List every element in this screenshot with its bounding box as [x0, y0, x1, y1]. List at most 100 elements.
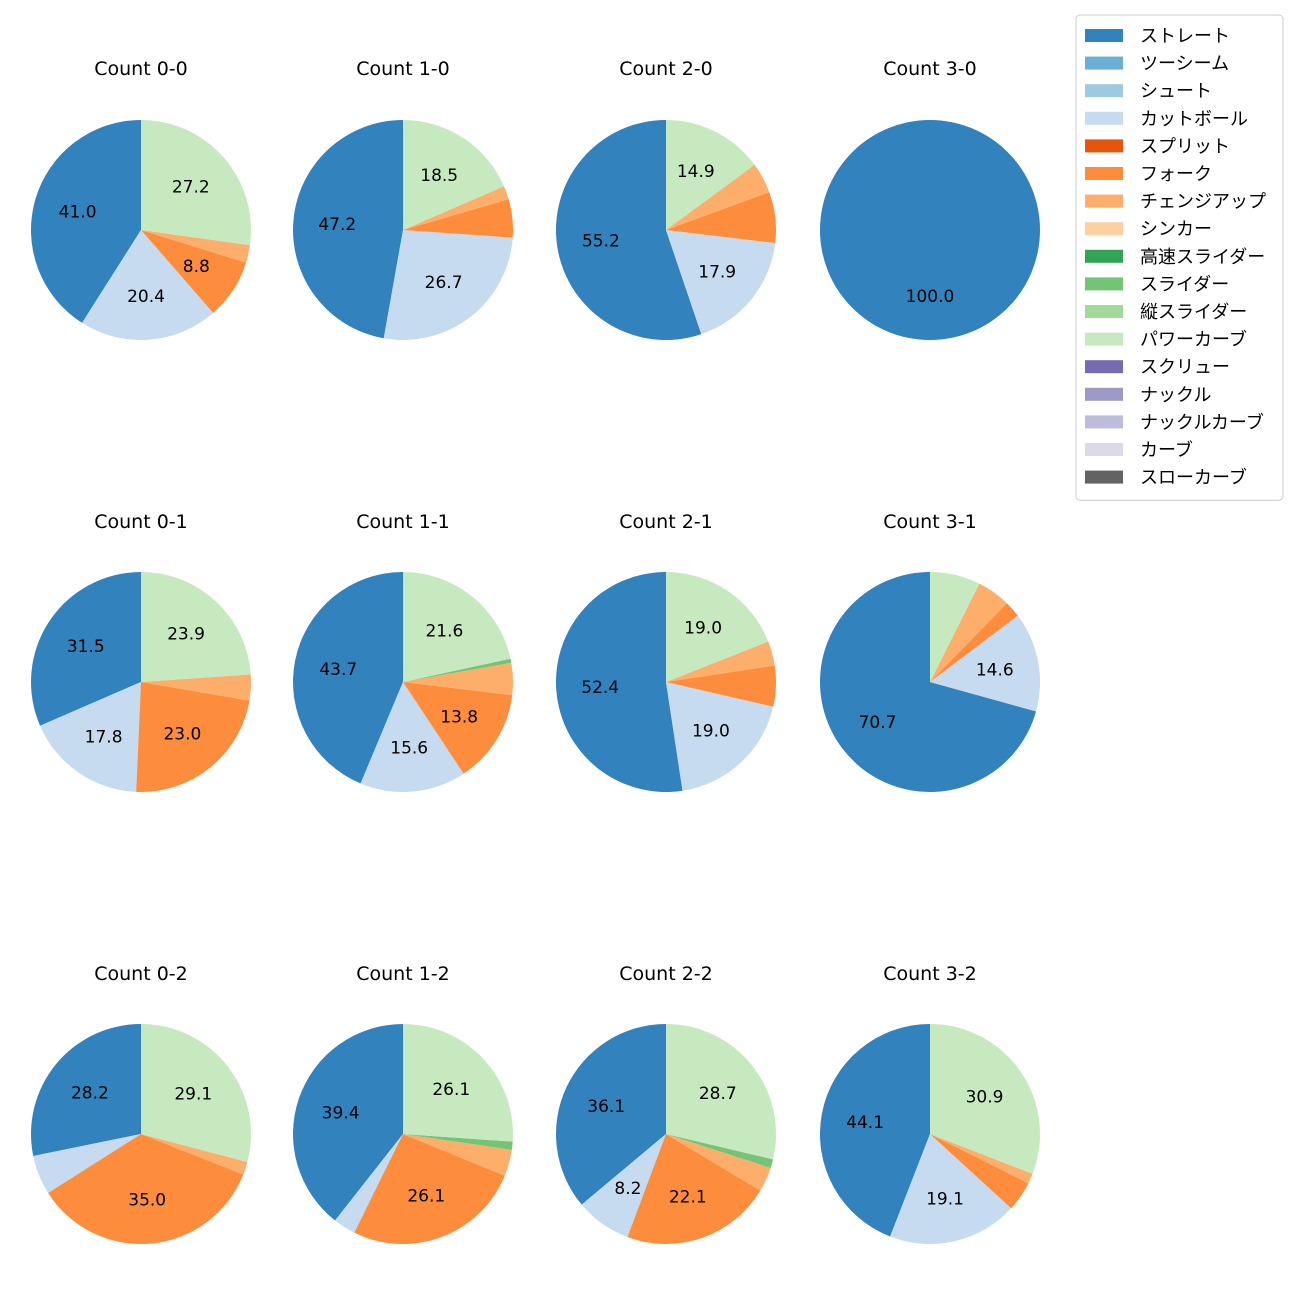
- slice-label: 22.1: [669, 1187, 707, 1207]
- slice-label: 8.8: [183, 257, 210, 277]
- legend-swatch: [1085, 222, 1123, 236]
- legend-label: カーブ: [1140, 439, 1193, 461]
- pie-slice: [141, 674, 252, 701]
- slice-label: 14.6: [976, 661, 1014, 681]
- pies-group: Count 0-0 41.0 20.4 8.8 27.2 Count 1-0 47.2 26.…: [30, 58, 1041, 1245]
- legend-swatch: [1085, 277, 1123, 291]
- legend-swatch: [1085, 194, 1123, 208]
- pie-title: Count 2-1: [619, 511, 713, 533]
- slice-label: 26.1: [407, 1187, 445, 1207]
- pie-slice: [33, 1134, 141, 1193]
- legend-swatch: [1085, 305, 1123, 318]
- pie-title: Count 1-0: [356, 58, 450, 80]
- legend-swatch: [1085, 415, 1123, 429]
- slice-label: 19.1: [926, 1189, 964, 1209]
- pie-title: Count 3-2: [883, 963, 977, 985]
- legend-label: ストレート: [1140, 26, 1230, 47]
- pie-slice: [930, 1134, 1029, 1209]
- slice-label: 43.7: [319, 660, 357, 680]
- pie-title: Count 2-2: [619, 963, 713, 985]
- slice-label: 23.9: [167, 625, 205, 645]
- slice-label: 17.9: [698, 263, 736, 283]
- legend-swatch: [1085, 387, 1123, 401]
- pie-slice: [930, 572, 980, 682]
- pie-slice: [360, 682, 464, 792]
- pie-title: Count 0-2: [94, 963, 188, 985]
- legend-swatch: [1085, 29, 1123, 42]
- pie-slice: [666, 682, 774, 791]
- legend-label: フォーク: [1140, 164, 1212, 185]
- pie-count-1-0: Count 1-0 47.2 26.7 18.5: [293, 58, 514, 340]
- pie-slice: [403, 658, 512, 682]
- legend-swatch: [1085, 111, 1123, 125]
- legend-label: シュート: [1140, 81, 1212, 102]
- slice-label: 15.6: [390, 739, 428, 759]
- pie-slice: [930, 615, 1041, 712]
- pie-slice: [666, 164, 770, 230]
- pie-count-2-1: Count 2-1 52.4 19.0 19.0: [555, 511, 776, 792]
- legend-label: スローカーブ: [1140, 467, 1247, 489]
- slice-label: 13.8: [440, 708, 478, 728]
- legend-swatch: [1085, 443, 1123, 456]
- pie-slice: [555, 120, 702, 341]
- pie-slice: [141, 120, 251, 246]
- pie-slice: [930, 1134, 1033, 1184]
- pie-slice: [666, 641, 775, 682]
- slice-label: 31.5: [67, 637, 105, 657]
- legend-label: スクリュー: [1140, 357, 1230, 378]
- legend-label: 縦スライダー: [1140, 302, 1247, 323]
- slice-label: 28.7: [699, 1084, 737, 1104]
- pie-slice: [666, 120, 755, 230]
- pie-slice: [141, 230, 250, 263]
- pie-slice: [403, 682, 513, 774]
- legend-label: チェンジアップ: [1140, 192, 1266, 213]
- legend-swatch: [1085, 360, 1123, 374]
- pie-slice: [293, 572, 403, 784]
- slice-label: 19.0: [692, 721, 730, 741]
- pie-slice: [403, 199, 514, 238]
- pie-count-1-2: Count 1-2 39.4 26.1 26.1: [293, 963, 514, 1244]
- pie-count-0-1: Count 0-1 31.5 17.8 23.0 23.9: [31, 511, 252, 792]
- legend-label: ナックル: [1140, 385, 1211, 406]
- pie-slice: [48, 1134, 244, 1245]
- pie-slice: [627, 1134, 761, 1245]
- pie-slice: [293, 1024, 403, 1221]
- slice-label: 18.5: [420, 166, 458, 186]
- pie-slice: [335, 1134, 403, 1233]
- slice-label: 17.8: [85, 727, 123, 747]
- pie-title: Count 1-2: [356, 963, 450, 985]
- slice-label: 100.0: [906, 287, 955, 307]
- pie-slice: [354, 1134, 505, 1244]
- slice-label: 21.6: [425, 622, 463, 642]
- slice-label: 52.4: [581, 678, 619, 698]
- pie-slice: [930, 603, 1018, 682]
- legend-swatch: [1085, 249, 1123, 263]
- pie-slice: [30, 119, 141, 323]
- pie-title: Count 1-1: [356, 511, 450, 533]
- pie-slice: [403, 186, 509, 230]
- legend-label: ツーシーム: [1140, 54, 1229, 75]
- pie-slice: [581, 1134, 666, 1238]
- legend-label: ナックルカーブ: [1140, 411, 1264, 433]
- slice-label: 47.2: [318, 215, 356, 235]
- pie-title: Count 0-1: [94, 511, 188, 533]
- pie-slice: [666, 1134, 774, 1168]
- slice-label: 35.0: [128, 1191, 166, 1211]
- legend-swatch: [1085, 56, 1123, 70]
- pie-slice: [403, 662, 514, 696]
- pie-count-3-2: Count 3-2 44.1 19.1 30.9: [819, 963, 1041, 1245]
- slice-label: 41.0: [59, 203, 97, 223]
- pie-slice: [141, 230, 247, 313]
- legend: ストレートツーシームシュートカットボールスプリットフォークチェンジアップシンカー…: [1075, 14, 1284, 501]
- pie-slice: [666, 192, 777, 244]
- pie-slice: [40, 682, 141, 792]
- pie-slice: [666, 665, 776, 707]
- legend-label: スプリット: [1140, 136, 1230, 157]
- legend-swatch: [1085, 139, 1123, 153]
- slice-label: 30.9: [966, 1088, 1004, 1108]
- pie-slice: [403, 1024, 514, 1142]
- slice-label: 28.2: [71, 1083, 109, 1103]
- pie-count-2-0: Count 2-0 55.2 17.9 14.9: [555, 58, 777, 341]
- slice-label: 26.1: [432, 1080, 470, 1100]
